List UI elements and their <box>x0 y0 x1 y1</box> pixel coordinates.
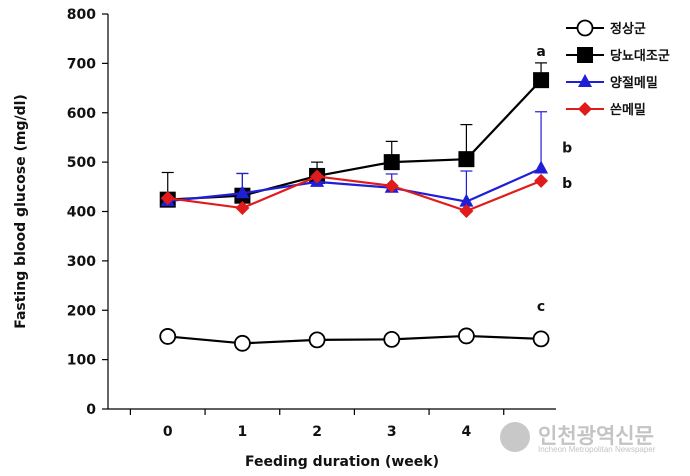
data-point-circle <box>159 328 177 345</box>
data-point-circle <box>457 327 475 345</box>
watermark-logo-icon <box>500 422 530 452</box>
y-axis-title: Fasting blood glucose (mg/dl) <box>13 94 29 329</box>
significance-letter: b <box>562 176 572 192</box>
data-point-square <box>577 47 593 63</box>
series-line <box>167 175 542 213</box>
significance-letter: a <box>536 44 545 60</box>
x-tick-label: 0 <box>163 424 173 440</box>
y-tick-label: 0 <box>86 402 96 418</box>
data-point-diamond <box>384 178 399 193</box>
legend-label: 정상군 <box>610 21 646 37</box>
error-bars <box>161 62 548 202</box>
series-line <box>167 334 542 345</box>
data-point-diamond <box>160 191 175 206</box>
data-point-square <box>458 151 475 168</box>
series-layer <box>159 72 550 352</box>
x-tick-label: 3 <box>387 424 397 440</box>
axes: 0 100 200 300 400 500 600 700 800 0 1 2 3 4 Feeding du… <box>13 7 556 470</box>
data-point-circle <box>233 334 251 352</box>
data-point-circle <box>308 331 326 349</box>
y-tick-label: 100 <box>67 353 96 369</box>
data-point-diamond <box>310 169 325 184</box>
y-tick-label: 800 <box>67 7 96 23</box>
data-point-triangle <box>534 160 549 174</box>
data-point-circle <box>383 330 401 348</box>
data-point-triangle <box>578 74 592 87</box>
x-tick-label: 1 <box>238 424 248 440</box>
data-point-circle <box>576 19 594 37</box>
data-point-diamond <box>459 204 474 219</box>
x-axis-title: Feeding duration (week) <box>245 454 439 470</box>
data-point-square <box>533 72 550 89</box>
data-point-diamond <box>235 201 250 216</box>
legend-label: 쓴메밀 <box>610 103 646 118</box>
data-point-diamond <box>578 102 592 116</box>
data-point-triangle <box>459 193 474 207</box>
x-tick-label: 4 <box>462 424 472 440</box>
y-tick-label: 400 <box>67 205 96 221</box>
series-line <box>167 79 542 201</box>
watermark-subtitle: Incheon Metropolitan Newspaper <box>538 445 656 454</box>
legend-label: 양절메밀 <box>610 76 658 91</box>
watermark-title: 인천광역신문 <box>538 424 654 448</box>
data-point-diamond <box>534 173 549 188</box>
legend-label: 당뇨대조군 <box>610 48 670 64</box>
series-line <box>167 167 542 203</box>
watermark: 인천광역신문 Incheon Metropolitan Newspaper <box>500 418 685 458</box>
data-point-triangle <box>235 185 250 199</box>
significance-labels: a b b c <box>536 44 572 315</box>
y-tick-label: 700 <box>67 56 96 72</box>
y-tick-label: 300 <box>67 254 96 270</box>
y-tick-label: 500 <box>67 155 96 171</box>
data-point-circle <box>532 330 550 348</box>
y-tick-label: 600 <box>67 106 96 122</box>
y-tick-label: 200 <box>67 303 96 319</box>
x-tick-label: 2 <box>312 424 322 440</box>
data-point-square <box>383 154 400 171</box>
significance-letter: c <box>537 299 545 315</box>
significance-letter: b <box>562 140 572 156</box>
